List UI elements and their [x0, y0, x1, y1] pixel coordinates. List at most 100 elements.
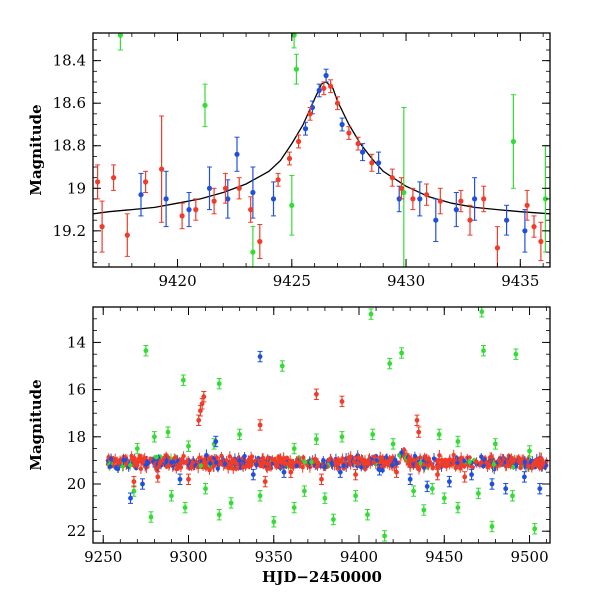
x-tick-label: 9435	[501, 272, 539, 290]
data-point-blue	[522, 228, 528, 234]
bottom-y-axis-label: Magnitude	[27, 379, 45, 470]
data-point-blue	[302, 126, 309, 132]
data-point-green	[399, 350, 404, 356]
data-point-green	[387, 361, 393, 366]
data-point-red	[416, 429, 422, 435]
data-point-red	[394, 469, 399, 475]
data-point-red	[424, 192, 430, 198]
data-point-green	[411, 488, 416, 494]
data-point-blue	[489, 481, 495, 487]
data-point-red	[398, 185, 405, 191]
top-panel-frame	[92, 32, 551, 268]
data-point-blue	[250, 189, 256, 196]
data-point-red	[467, 217, 473, 223]
data-point-red	[314, 391, 319, 397]
data-point-red	[124, 232, 130, 238]
data-point-green	[382, 533, 387, 539]
data-point-red	[193, 207, 199, 213]
data-point-green	[510, 138, 516, 145]
data-point-red	[435, 472, 440, 477]
data-point-green	[339, 434, 345, 440]
data-point-red	[538, 238, 544, 245]
data-point-red	[369, 160, 375, 166]
y-tick-label: 22	[67, 522, 86, 540]
data-point-red	[131, 479, 137, 484]
data-point-red	[286, 155, 293, 162]
data-point-red	[99, 224, 105, 230]
y-tick-label: 19.2	[53, 222, 86, 240]
data-point-green	[186, 443, 191, 449]
data-point-red	[531, 224, 537, 230]
data-point-green	[370, 432, 376, 437]
x-tick-label: 9400	[340, 548, 378, 566]
series-green	[117, 33, 549, 267]
data-point-blue	[250, 472, 256, 477]
data-point-green	[289, 202, 295, 208]
data-point-green	[181, 377, 186, 383]
series-blue	[138, 68, 528, 253]
data-point-red	[307, 111, 313, 117]
data-point-red	[288, 469, 294, 475]
data-point-green	[302, 488, 307, 494]
data-point-green	[257, 493, 263, 499]
data-point-green	[390, 441, 396, 447]
data-point-green	[117, 33, 123, 38]
data-point-green	[479, 309, 485, 315]
data-point-green	[441, 495, 447, 501]
data-point-red	[257, 422, 263, 428]
x-tick-label: 9350	[255, 548, 293, 566]
x-tick-label: 9500	[510, 548, 548, 566]
data-point-green	[228, 500, 234, 506]
data-point-red	[494, 245, 500, 251]
data-point-red	[462, 474, 468, 480]
data-point-red	[257, 238, 263, 245]
x-tick-label: 9450	[425, 548, 463, 566]
data-point-blue	[234, 151, 240, 157]
data-point-green	[250, 249, 256, 255]
data-point-green	[481, 348, 486, 354]
x-tick-label: 9250	[84, 548, 122, 566]
data-point-red	[524, 202, 530, 208]
data-point-blue	[522, 474, 527, 480]
data-point-green	[203, 486, 208, 492]
data-point-red	[328, 83, 334, 89]
plot-area	[93, 33, 550, 267]
data-point-green	[476, 491, 481, 496]
series-green	[131, 307, 538, 542]
y-tick-label: 16	[67, 381, 86, 399]
data-point-red	[248, 207, 254, 213]
data-point-green	[455, 505, 461, 510]
data-point-green	[182, 505, 188, 510]
series-red	[131, 388, 468, 488]
data-point-blue	[140, 481, 145, 487]
series-red	[95, 79, 544, 267]
data-point-green	[291, 505, 297, 510]
data-point-red	[334, 100, 341, 106]
data-point-blue	[270, 196, 277, 202]
data-point-blue	[323, 72, 329, 79]
data-point-green	[169, 493, 174, 499]
data-point-blue	[128, 495, 133, 501]
data-point-blue	[339, 121, 345, 128]
top-y-axis-label: Magnitude	[27, 104, 45, 195]
data-point-blue	[377, 467, 382, 473]
top-panel-marks	[93, 33, 550, 267]
data-point-blue	[407, 476, 413, 482]
data-point-red	[339, 399, 345, 404]
x-tick-label: 9425	[273, 272, 311, 290]
data-point-green	[322, 495, 328, 501]
data-point-green	[365, 512, 370, 518]
data-point-green	[368, 311, 374, 317]
data-point-green	[421, 507, 427, 513]
top-panel: 9420 9425 9430 9435 18.4 18.6 18.8 19 19.2 Magni…	[27, 32, 551, 290]
series-blue	[128, 350, 543, 504]
data-point-green	[134, 446, 140, 451]
data-point-blue	[138, 192, 144, 198]
data-point-green	[331, 517, 336, 522]
data-point-blue	[417, 196, 423, 202]
data-point-blue	[424, 484, 430, 489]
data-point-red	[414, 417, 420, 423]
data-point-red	[458, 198, 464, 204]
data-point-red	[111, 175, 117, 181]
data-point-red	[186, 476, 191, 482]
